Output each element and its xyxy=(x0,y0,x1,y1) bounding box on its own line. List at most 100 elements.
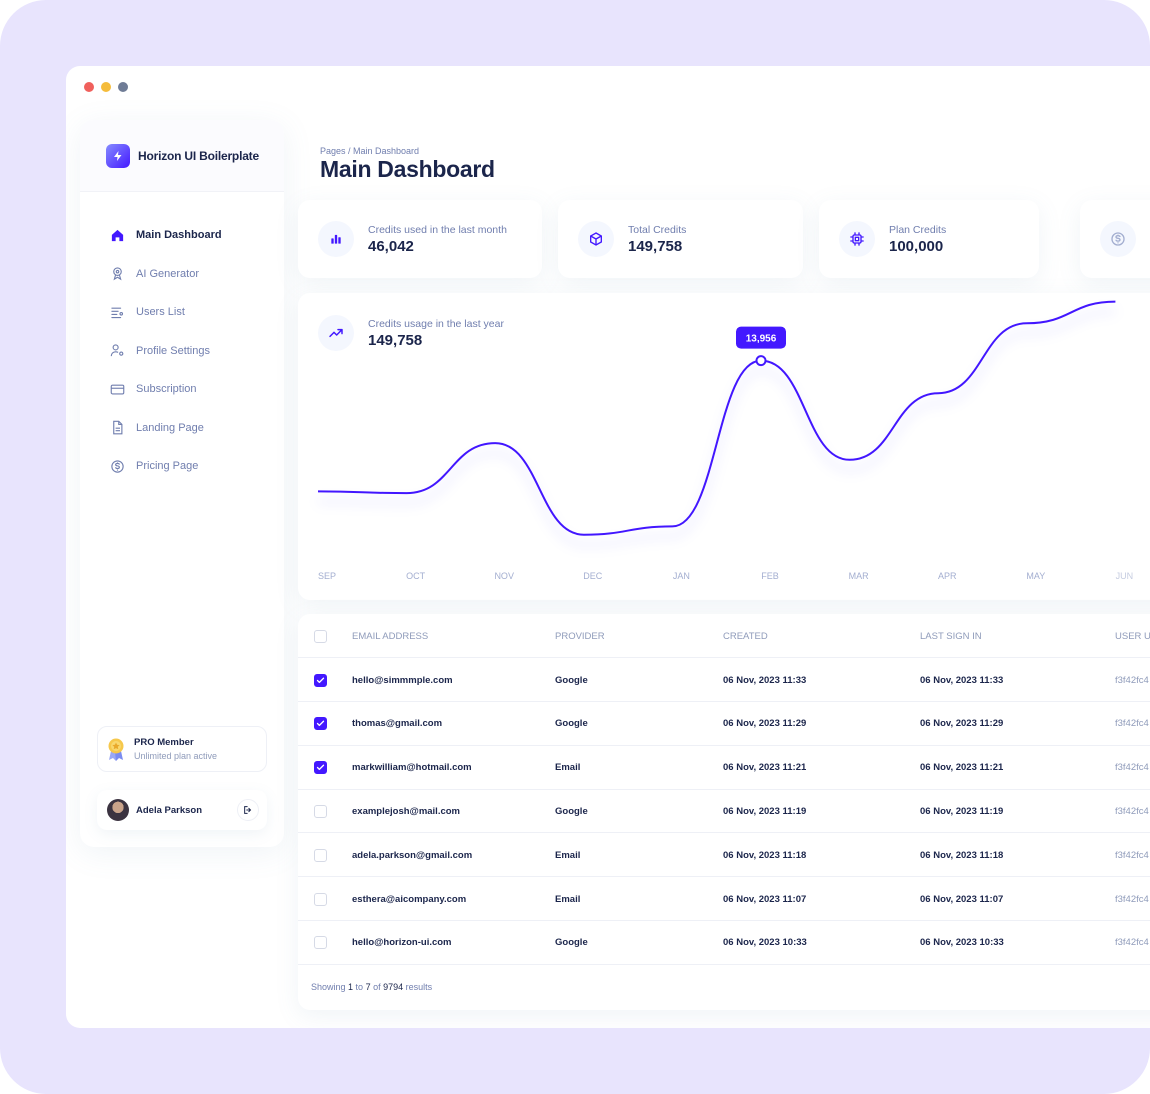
data-point-sep[interactable] xyxy=(315,488,321,494)
logout-button[interactable] xyxy=(237,799,259,821)
chart-tooltip: 13,956 xyxy=(736,326,786,349)
cell-last-sign-in: 06 Nov, 2023 10:33 xyxy=(920,937,1004,949)
footer-mid1: to xyxy=(353,982,366,992)
x-tick-label: JAN xyxy=(673,571,690,581)
stat-card-plan-credits: Plan Credits 100,000 xyxy=(819,200,1039,278)
table-row[interactable]: markwilliam@hotmail.com Email 06 Nov, 2023… xyxy=(298,746,1150,790)
pro-member-card[interactable]: PRO Member Unlimited plan active xyxy=(97,726,267,772)
data-point-jun[interactable] xyxy=(1112,299,1118,305)
cell-created: 06 Nov, 2023 11:18 xyxy=(723,849,807,861)
table-row[interactable]: esthera@aicompany.com Email 06 Nov, 2023 1… xyxy=(298,877,1150,921)
sidebar-item-main-dashboard[interactable]: Main Dashboard xyxy=(80,216,284,255)
data-point-mar[interactable] xyxy=(847,457,853,463)
pro-title: PRO Member xyxy=(134,737,194,748)
avatar[interactable] xyxy=(107,799,129,821)
row-checkbox[interactable] xyxy=(314,717,327,731)
cell-provider: Google xyxy=(555,674,588,686)
footer-total: 9794 xyxy=(383,982,404,992)
row-checkbox-cell xyxy=(314,877,327,921)
sidebar-item-label: Users List xyxy=(136,306,185,319)
column-header-email[interactable]: EMAIL ADDRESS xyxy=(352,630,429,642)
cell-user-uid: f3f42fc4 xyxy=(1115,937,1149,949)
sidebar-item-label: Profile Settings xyxy=(136,344,210,357)
sidebar-item-landing-page[interactable]: Landing Page xyxy=(80,409,284,448)
cell-email: thomas@gmail.com xyxy=(352,718,443,730)
select-all-checkbox[interactable] xyxy=(314,629,327,643)
chart-header: Credits usage in the last year 149,758 xyxy=(318,315,504,351)
cell-user-uid: f3f42fc4 xyxy=(1115,849,1149,861)
cell-provider: Email xyxy=(555,849,581,861)
line-chart[interactable]: 13,956 SEP OCT NOV DEC JAN FEB MAR APR MAY JUN xyxy=(298,293,1150,600)
row-checkbox[interactable] xyxy=(314,892,327,906)
lightning-icon xyxy=(106,143,130,168)
app-window: Horizon UI Boilerplate Main Dashboard AI… xyxy=(66,66,1150,1028)
column-header-last-sign-in[interactable]: LAST SIGN IN xyxy=(920,630,982,642)
select-all-checkbox-cell xyxy=(314,614,327,658)
row-checkbox-cell xyxy=(314,702,327,746)
sidebar-item-label: AI Generator xyxy=(136,267,199,280)
sidebar-item-users-list[interactable]: Users List xyxy=(80,293,284,332)
data-point-dec[interactable] xyxy=(581,532,587,538)
cube-icon xyxy=(578,221,614,257)
maximize-window-button[interactable] xyxy=(118,82,128,92)
cell-last-sign-in: 06 Nov, 2023 11:18 xyxy=(920,849,1004,861)
cell-user-uid: f3f42fc4 xyxy=(1115,674,1149,686)
table-row[interactable]: hello@simmmple.com Google 06 Nov, 2023 11:… xyxy=(298,658,1150,702)
x-tick-label: OCT xyxy=(406,571,426,581)
footer-to: 7 xyxy=(365,982,371,992)
data-point-may[interactable] xyxy=(1024,320,1030,326)
row-checkbox-cell xyxy=(314,833,327,877)
row-checkbox[interactable] xyxy=(314,761,327,775)
sidebar-item-ai-generator[interactable]: AI Generator xyxy=(80,255,284,294)
table-row[interactable]: hello@horizon-ui.com Google 06 Nov, 2023 1… xyxy=(298,921,1150,965)
column-header-created[interactable]: CREATED xyxy=(723,630,768,642)
footer-mid2: of xyxy=(370,982,384,992)
row-checkbox[interactable] xyxy=(314,848,327,862)
stat-card-credits-month: Credits used in the last month 46,042 xyxy=(298,200,542,278)
row-checkbox[interactable] xyxy=(314,804,327,818)
data-point-feb[interactable] xyxy=(755,355,767,367)
brand[interactable]: Horizon UI Boilerplate xyxy=(80,120,284,192)
column-header-user-uid[interactable]: USER UI xyxy=(1115,630,1150,642)
stat-value: 100,000 xyxy=(889,237,944,255)
sidebar-item-profile-settings[interactable]: Profile Settings xyxy=(80,332,284,371)
table-row[interactable]: examplejosh@mail.com Google 06 Nov, 2023 1… xyxy=(298,789,1150,834)
table-footer: Showing 1 to 7 of 9794 results xyxy=(311,982,432,992)
badge-icon xyxy=(113,267,122,281)
sidebar-item-label: Subscription xyxy=(136,383,197,396)
cell-user-uid: f3f42fc4 xyxy=(1115,893,1149,905)
logout-icon xyxy=(244,806,252,814)
sidebar-item-subscription[interactable]: Subscription xyxy=(80,370,284,409)
brand-name: Horizon UI Boilerplate xyxy=(138,148,259,163)
data-point-apr[interactable] xyxy=(935,390,941,396)
trend-icon xyxy=(318,315,354,351)
table-row[interactable]: thomas@gmail.com Google 06 Nov, 2023 11:29… xyxy=(298,702,1150,746)
cell-provider: Google xyxy=(555,718,588,730)
cell-user-uid: f3f42fc4 xyxy=(1115,805,1149,817)
cell-provider: Google xyxy=(555,805,588,817)
chart-value: 149,758 xyxy=(368,331,423,349)
row-checkbox-cell xyxy=(314,658,327,702)
row-checkbox[interactable] xyxy=(314,673,327,687)
user-card[interactable]: Adela Parkson xyxy=(97,790,267,830)
column-header-provider[interactable]: PROVIDER xyxy=(555,630,605,642)
row-checkbox[interactable] xyxy=(314,936,327,950)
list-icon xyxy=(111,307,124,318)
cell-email: adela.parkson@gmail.com xyxy=(352,849,473,861)
breadcrumb[interactable]: Pages / Main Dashboard xyxy=(320,146,420,156)
close-window-button[interactable] xyxy=(84,82,94,92)
data-point-oct[interactable] xyxy=(404,490,410,496)
cell-email: hello@simmmple.com xyxy=(352,674,453,686)
home-icon xyxy=(111,229,124,241)
check-icon xyxy=(316,677,325,683)
window-controls xyxy=(84,82,128,92)
minimize-window-button[interactable] xyxy=(101,82,111,92)
table-row[interactable]: adela.parkson@gmail.com Email 06 Nov, 2023… xyxy=(298,833,1150,878)
data-point-jan[interactable] xyxy=(669,523,675,529)
sidebar-item-pricing-page[interactable]: Pricing Page xyxy=(80,447,284,486)
sidebar-item-label: Pricing Page xyxy=(136,460,199,473)
cell-last-sign-in: 06 Nov, 2023 11:07 xyxy=(920,893,1004,905)
data-point-nov[interactable] xyxy=(492,440,498,446)
cell-created: 06 Nov, 2023 10:33 xyxy=(723,937,807,949)
